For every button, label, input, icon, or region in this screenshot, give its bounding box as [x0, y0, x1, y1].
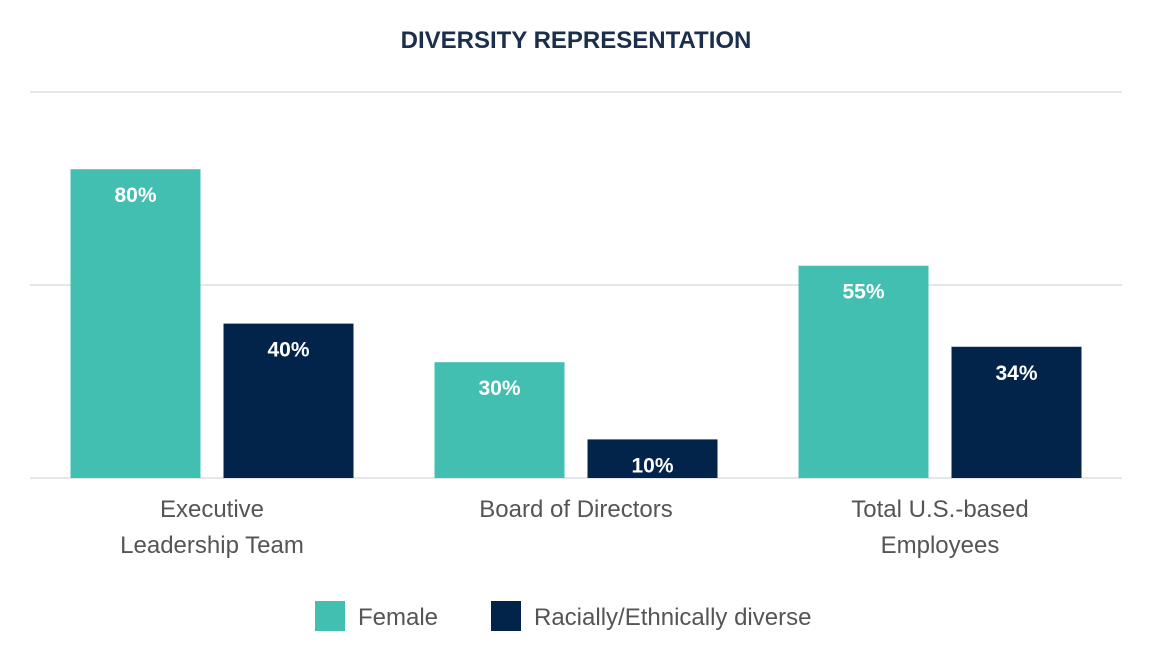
legend-swatch-diverse	[491, 601, 521, 631]
bar-female-2	[798, 265, 929, 478]
bar-female-0	[70, 169, 201, 478]
bar-diverse-2	[951, 346, 1082, 478]
chart-title: DIVERSITY REPRESENTATION	[401, 27, 752, 54]
category-label-0-line-1: Leadership Team	[120, 532, 304, 559]
category-label-0-line-0: Executive	[160, 496, 264, 523]
value-label-female-1: 30%	[478, 377, 520, 400]
legend-swatch-female	[315, 601, 345, 631]
bar-diverse-1	[587, 439, 718, 478]
value-label-diverse-2: 34%	[995, 362, 1037, 385]
bar-female-1	[434, 362, 565, 478]
legend: Female Racially/Ethnically diverse	[315, 601, 811, 631]
category-label-2-line-1: Employees	[881, 532, 1000, 559]
value-label-female-2: 55%	[842, 281, 884, 304]
value-label-diverse-1: 10%	[631, 454, 673, 477]
legend-label-female: Female	[358, 604, 438, 631]
value-label-diverse-0: 40%	[267, 339, 309, 362]
value-label-female-0: 80%	[114, 184, 156, 207]
gridlines	[30, 91, 1122, 479]
bar-diverse-0	[223, 323, 354, 478]
category-label-2-line-0: Total U.S.-based	[851, 496, 1028, 523]
category-label-1-line-0: Board of Directors	[479, 496, 672, 523]
value-labels: 80% 40% 30% 10% 55% 34%	[114, 184, 1037, 477]
category-labels: Executive Leadership Team Board of Directo…	[120, 496, 1029, 559]
bars	[70, 169, 1082, 478]
legend-label-diverse: Racially/Ethnically diverse	[534, 604, 811, 631]
